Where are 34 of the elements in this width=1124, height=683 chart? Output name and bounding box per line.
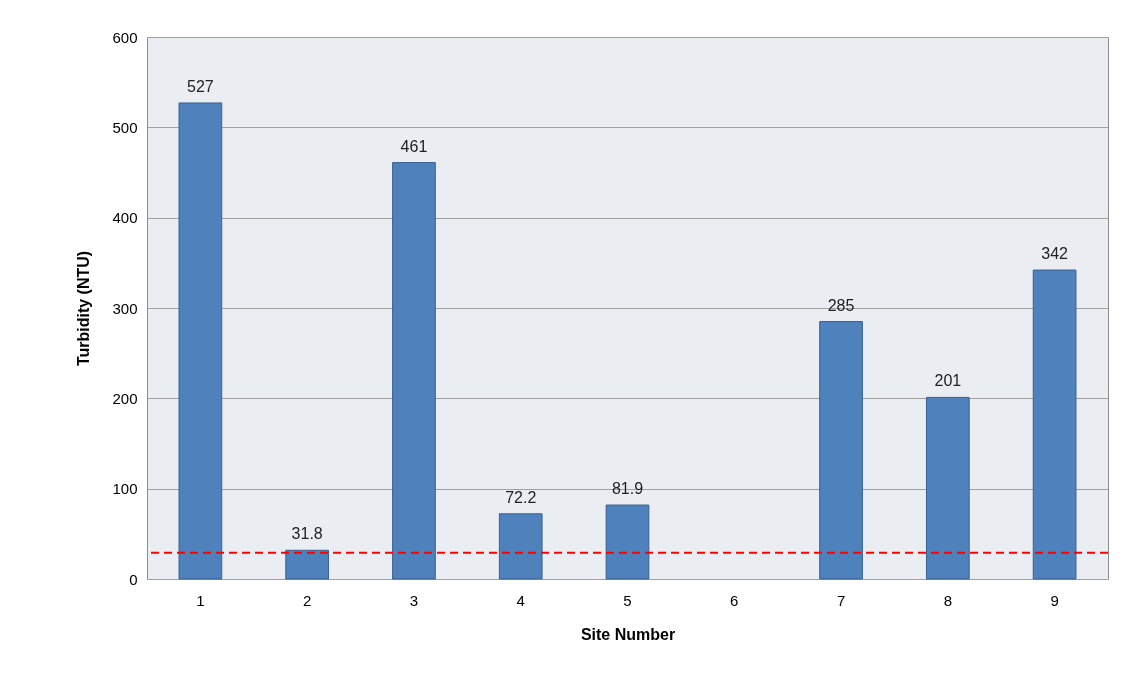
data-label: 461 <box>400 137 428 155</box>
x-tick-label: 5 <box>623 591 632 609</box>
bar <box>285 549 330 580</box>
data-label: 31.8 <box>291 525 323 543</box>
x-tick-label: 6 <box>730 591 739 609</box>
x-tick-label: 9 <box>1050 591 1059 609</box>
bar <box>178 102 223 580</box>
data-label: 285 <box>827 296 855 314</box>
x-axis-title: Site Number <box>580 625 676 643</box>
data-label: 527 <box>187 77 214 95</box>
data-label: 81.9 <box>611 480 644 498</box>
data-label: 72.2 <box>505 488 537 506</box>
x-tick-label: 4 <box>516 591 525 609</box>
y-tick-label: 200 <box>112 389 138 407</box>
bar <box>819 321 863 580</box>
y-tick-label: 300 <box>112 299 138 317</box>
x-tick-label: 3 <box>409 591 419 609</box>
y-tick-label: 100 <box>112 480 138 498</box>
bar <box>1032 269 1077 580</box>
y-tick-label: 600 <box>112 28 138 46</box>
x-tick-label: 1 <box>196 591 205 609</box>
x-tick-label: 2 <box>302 591 312 609</box>
bar <box>605 504 650 580</box>
data-label: 342 <box>1041 245 1069 263</box>
data-label: 201 <box>934 372 962 390</box>
y-tick-label: 400 <box>112 209 138 227</box>
y-tick-label: 500 <box>112 118 138 136</box>
x-tick-label: 7 <box>836 591 846 609</box>
y-axis-title: Turbidity (NTU) <box>75 250 93 367</box>
bar <box>498 513 543 580</box>
bar <box>925 396 970 580</box>
y-tick-label: 0 <box>129 570 138 588</box>
x-tick-label: 8 <box>943 591 953 609</box>
bar <box>392 162 436 580</box>
